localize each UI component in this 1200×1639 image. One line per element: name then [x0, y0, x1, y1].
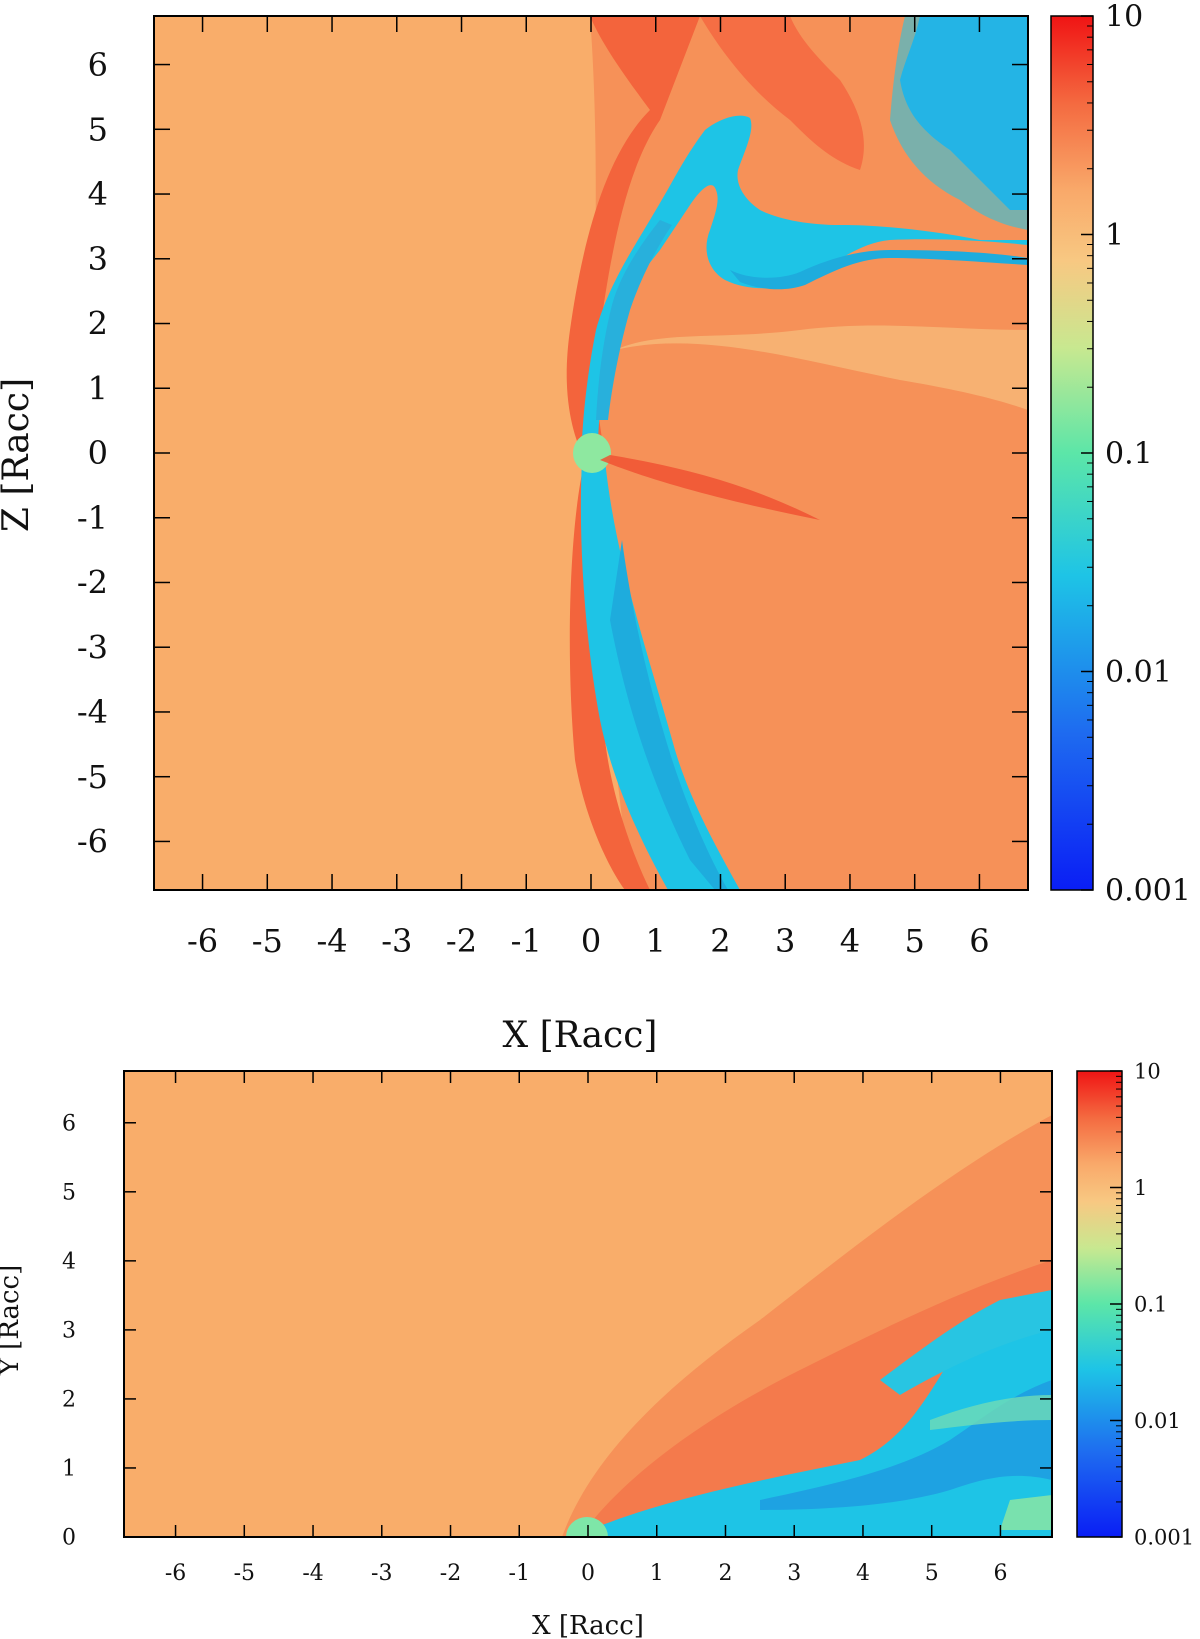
top-x-tick-label: 6 [969, 922, 989, 960]
bottom-y-tick-label: 6 [62, 1111, 76, 1136]
top-wake-lower-core [610, 540, 728, 890]
top-x-tick-label: -2 [446, 922, 477, 960]
bottom-panel: -6 -5 -4 -3 -2 -1 0 1 2 3 4 5 6 0 1 2 3 4 5 6 X [Racc] Y [R… [0, 1059, 1194, 1639]
bottom-x-tick-label: 4 [856, 1561, 870, 1586]
bottom-y-tick-label: 2 [62, 1388, 76, 1413]
bottom-colorbar-tick-label: 0.1 [1134, 1292, 1167, 1316]
bottom-colorbar-tick-label: 1 [1134, 1176, 1147, 1200]
top-y-tick-label: -4 [77, 693, 108, 731]
bottom-ticks: -6 -5 -4 -3 -2 -1 0 1 2 3 4 5 6 0 1 2 3 4 5 6 [62, 1071, 1052, 1586]
bottom-y-axis-title: Y [Racc] [0, 1265, 25, 1377]
bottom-x-tick-label: 6 [993, 1561, 1007, 1586]
top-y-axis-title: Z [Racc] [0, 378, 37, 532]
bottom-x-tick-label: 1 [650, 1561, 664, 1586]
top-red-cap [700, 16, 864, 170]
bottom-x-tick-label: -6 [165, 1561, 186, 1586]
top-y-tick-label: 1 [88, 369, 108, 407]
top-heatmap [154, 16, 1028, 890]
top-colorbar-tick-label: 1 [1105, 218, 1124, 253]
top-ticks: -6 -5 -4 -3 -2 -1 0 1 2 3 4 5 6 -6 -5 -4 -3 -2 -1 0 1 2 3 4 5 6 [77, 16, 1028, 960]
top-upper-void-edge [890, 16, 1028, 230]
top-colorbar-tick-label: 10 [1105, 0, 1143, 35]
bottom-x-tick-label: -3 [371, 1561, 392, 1586]
top-x-tick-label: -1 [511, 922, 542, 960]
top-colorbar-tick-label: 0.001 [1105, 874, 1191, 909]
bottom-y-tick-label: 0 [62, 1526, 76, 1551]
bottom-wake-upper-tongue [880, 1290, 1052, 1395]
bottom-y-tick-label: 1 [62, 1457, 76, 1482]
top-colorbar-ticks: 10 1 0.1 0.01 0.001 [1081, 0, 1191, 909]
top-y-tick-label: -2 [77, 564, 108, 602]
top-x-tick-label: 5 [905, 922, 925, 960]
top-x-tick-label: 1 [646, 922, 666, 960]
top-light-structure [615, 325, 1028, 410]
bottom-colorbar-tick-label: 0.001 [1134, 1525, 1194, 1549]
bottom-x-tick-label: -2 [440, 1561, 461, 1586]
bottom-accretor [566, 1517, 608, 1537]
bottom-y-tick-label: 4 [62, 1250, 76, 1275]
top-colorbar-tick-label: 0.1 [1105, 437, 1153, 472]
bottom-y-tick-label: 5 [62, 1181, 76, 1206]
top-x-tick-label: 2 [710, 922, 730, 960]
top-y-tick-label: 6 [88, 46, 108, 84]
top-y-tick-label: 3 [88, 240, 108, 278]
bottom-wake-tail-light [1000, 1495, 1052, 1530]
top-y-tick-label: 5 [88, 110, 108, 148]
bottom-heatmap [124, 1071, 1052, 1537]
top-panel: -6 -5 -4 -3 -2 -1 0 1 2 3 4 5 6 -6 -5 -4 -3 -2 -1 0 1 2 3 4 5 6 X… [0, 0, 1191, 1056]
top-wake-upper-core2 [596, 220, 672, 420]
bottom-x-axis-title: X [Racc] [532, 1611, 644, 1639]
bottom-y-tick-label: 3 [62, 1319, 76, 1344]
top-wake-upper-core [730, 250, 1028, 290]
bottom-colorbar-ticks: 10 1 0.1 0.01 0.001 [1110, 1059, 1194, 1549]
top-x-tick-label: 4 [840, 922, 860, 960]
top-x-tick-label: -5 [252, 922, 283, 960]
top-y-tick-label: 2 [88, 305, 108, 343]
bottom-colorbar-tick-label: 10 [1134, 1059, 1161, 1083]
bottom-x-tick-label: -5 [234, 1561, 255, 1586]
bottom-x-tick-label: 0 [581, 1561, 595, 1586]
top-colorbar-tick-label: 0.01 [1105, 655, 1172, 690]
top-y-tick-label: 0 [88, 434, 108, 472]
bottom-wake-core [760, 1380, 1052, 1510]
top-y-tick-label: -5 [77, 758, 108, 796]
top-x-axis-title: X [Racc] [503, 1015, 658, 1056]
bottom-x-tick-label: 3 [787, 1561, 801, 1586]
top-x-tick-label: -6 [187, 922, 218, 960]
top-y-tick-label: -6 [77, 823, 108, 861]
bottom-x-tick-label: -4 [302, 1561, 323, 1586]
top-y-tick-label: -3 [77, 628, 108, 666]
bottom-wake-mid [930, 1395, 1052, 1430]
bottom-colorbar-tick-label: 0.01 [1134, 1409, 1181, 1433]
top-y-tick-label: 4 [88, 175, 108, 213]
top-x-tick-label: 3 [775, 922, 795, 960]
top-x-tick-label: -3 [381, 922, 412, 960]
top-hot-spot [600, 455, 820, 520]
top-y-tick-label: -1 [77, 499, 108, 537]
bottom-x-tick-label: 5 [925, 1561, 939, 1586]
top-x-tick-label: 0 [581, 922, 601, 960]
top-accretor [573, 433, 611, 473]
bottom-x-tick-label: 2 [718, 1561, 732, 1586]
top-bow-shock [566, 16, 700, 890]
bottom-colorbar: 10 1 0.1 0.01 0.001 [1076, 1059, 1194, 1549]
top-colorbar: 10 1 0.1 0.01 0.001 [1050, 0, 1191, 909]
top-x-tick-label: -4 [316, 922, 347, 960]
bottom-x-tick-label: -1 [509, 1561, 530, 1586]
